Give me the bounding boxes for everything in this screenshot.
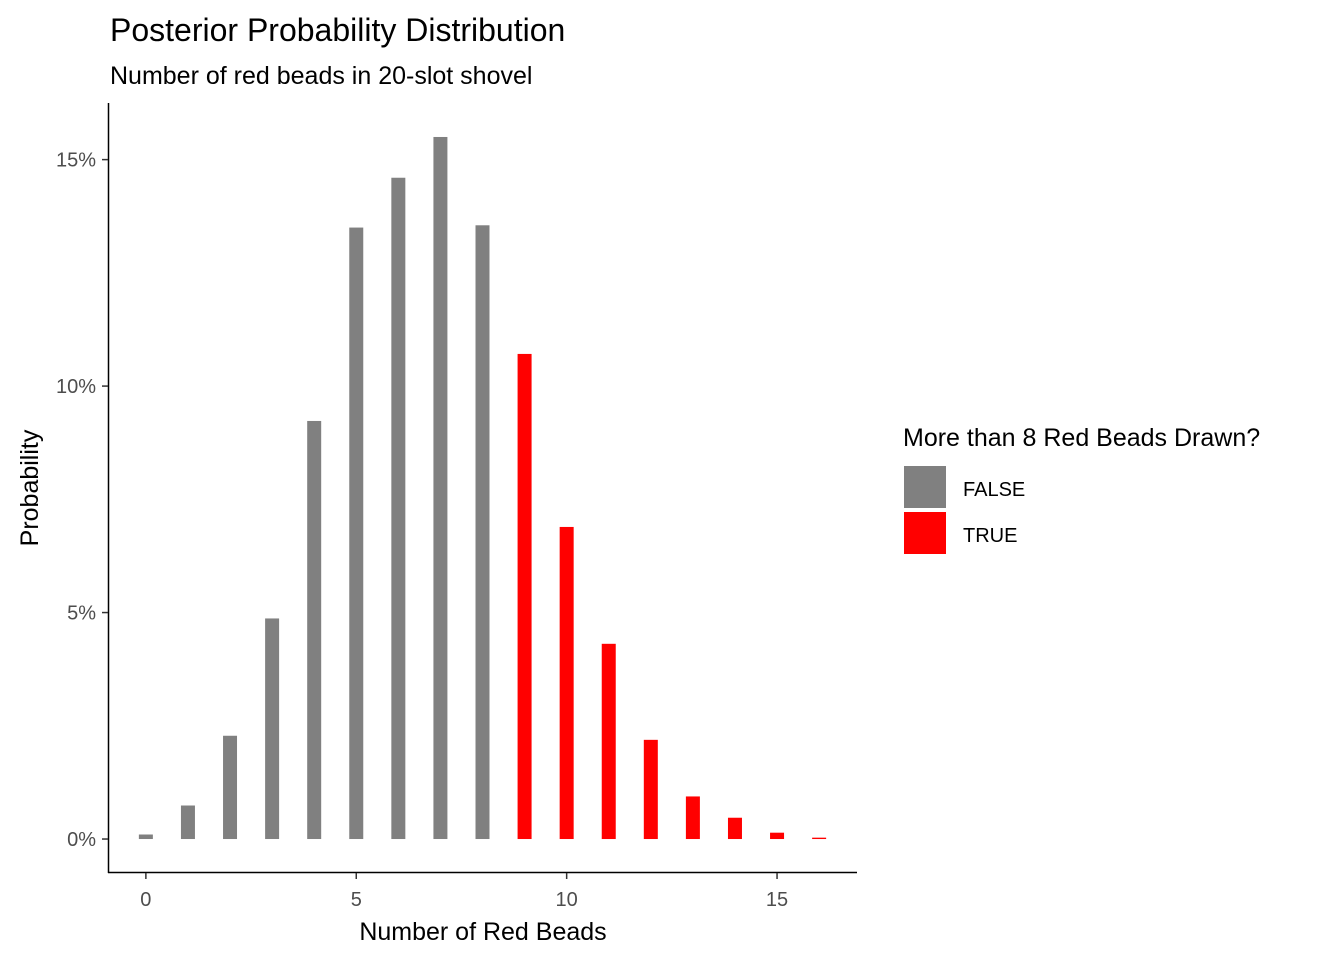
bar-3 <box>265 618 280 840</box>
bar-15 <box>770 832 785 840</box>
legend-title: More than 8 Red Beads Drawn? <box>903 424 1260 452</box>
bar-13 <box>685 796 700 840</box>
bar-12 <box>643 739 658 840</box>
y-ticks: 0% 5% 10% 15% <box>56 150 108 851</box>
y-tick-label: 0% <box>67 829 96 851</box>
bar-11 <box>601 643 616 840</box>
legend-key-false <box>904 466 946 508</box>
chart-title: Posterior Probability Distribution <box>110 12 565 48</box>
legend: More than 8 Red Beads Drawn? FALSE TRUE <box>903 424 1260 554</box>
x-tick-label: 0 <box>140 889 151 911</box>
x-tick-label: 5 <box>351 889 362 911</box>
x-ticks: 0 5 10 15 <box>140 873 788 911</box>
bar-2 <box>223 735 238 840</box>
bar-16 <box>812 837 827 840</box>
y-tick-label: 5% <box>67 603 96 625</box>
y-axis-title: Probability <box>16 429 44 546</box>
bar-6 <box>391 177 406 840</box>
y-tick-label: 15% <box>56 150 96 172</box>
x-tick-label: 15 <box>766 889 788 911</box>
y-tick-label: 10% <box>56 376 96 398</box>
legend-label-false: FALSE <box>963 479 1025 501</box>
legend-key-true <box>904 512 946 554</box>
legend-label-true: TRUE <box>963 525 1017 547</box>
bar-14 <box>727 817 742 840</box>
bar-8 <box>475 225 490 840</box>
x-tick-label: 10 <box>556 889 578 911</box>
x-axis-title: Number of Red Beads <box>359 918 606 946</box>
bar-9 <box>517 353 532 840</box>
bar-7 <box>433 136 448 840</box>
bar-0 <box>138 834 153 840</box>
bar-4 <box>307 420 322 840</box>
bars-group <box>138 136 827 840</box>
bar-5 <box>349 227 364 840</box>
chart-subtitle: Number of red beads in 20-slot shovel <box>110 62 532 90</box>
bar-10 <box>559 526 574 840</box>
bar-1 <box>180 805 195 840</box>
